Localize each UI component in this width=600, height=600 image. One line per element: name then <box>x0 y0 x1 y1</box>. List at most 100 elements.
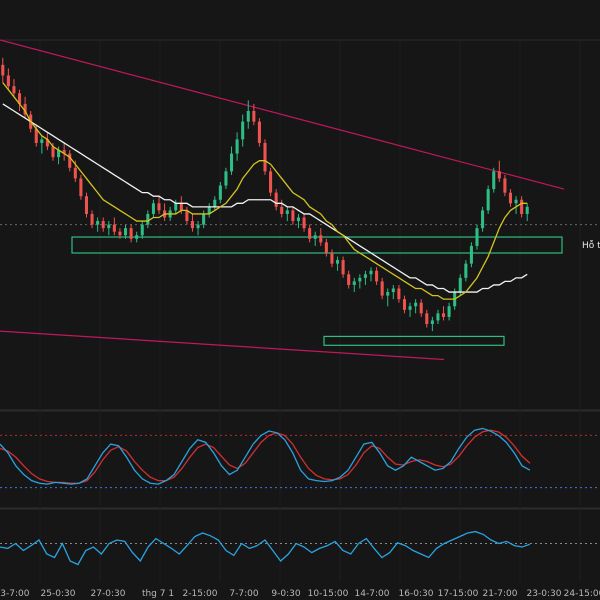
x-tick-label: 23-7:00 <box>0 589 30 599</box>
osc1-slow-line <box>0 429 531 484</box>
candle-body <box>481 210 485 229</box>
oscillator-panel-1[interactable] <box>0 427 600 489</box>
candle-body <box>129 228 133 239</box>
candle-body <box>252 111 256 122</box>
candle-body <box>34 128 38 143</box>
candle-body <box>520 199 524 214</box>
candle-body <box>51 146 55 158</box>
x-tick-label: 21-7:00 <box>483 589 518 599</box>
candle-body <box>419 302 423 314</box>
candle-body <box>196 224 200 229</box>
candle-body <box>347 274 351 285</box>
candle-body <box>330 253 334 264</box>
support-zone-1 <box>323 335 505 346</box>
candle-body <box>112 224 116 232</box>
candle-body <box>375 270 379 282</box>
candle-body <box>146 213 150 225</box>
candle-body <box>414 302 418 307</box>
candle-body <box>335 260 340 264</box>
ma-fast-line <box>2 82 528 300</box>
candle-body <box>285 210 289 214</box>
candle-body <box>269 171 273 193</box>
candle-body <box>302 217 306 229</box>
candle-body <box>17 93 22 104</box>
candle-body <box>12 86 16 94</box>
candle-body <box>263 142 267 172</box>
candle-body <box>118 231 122 236</box>
x-tick-label: 2-15:00 <box>183 589 218 599</box>
candle-body <box>241 121 245 140</box>
candle-body <box>213 199 217 207</box>
ma-slow-line <box>2 103 528 293</box>
candle-body <box>369 270 373 275</box>
candle-body <box>202 213 206 225</box>
osc1-fast-line <box>0 427 531 485</box>
support-zone-0 <box>71 236 563 254</box>
candle-body <box>486 189 490 211</box>
candle-body <box>408 306 412 310</box>
candle-body <box>151 203 155 214</box>
oscillator-panel-2[interactable] <box>0 530 600 566</box>
candle-body <box>508 192 513 204</box>
candle-body <box>291 210 295 222</box>
candle-body <box>497 171 501 179</box>
x-tick-label: 16-0:30 <box>399 589 434 599</box>
candle-body <box>84 196 89 214</box>
candle-body <box>107 224 111 229</box>
candle-body <box>319 235 323 243</box>
candle-body <box>1 64 5 76</box>
candle-body <box>430 320 434 324</box>
candle-body <box>23 103 27 115</box>
price-panel[interactable]: Hỗ tr <box>0 39 600 361</box>
x-tick-label: 17-15:00 <box>438 589 479 599</box>
candle-body <box>218 185 222 200</box>
candle-body <box>352 281 356 285</box>
candle-body <box>308 228 312 239</box>
candle-body <box>391 288 395 293</box>
candle-body <box>135 235 139 239</box>
trendline-0 <box>0 39 565 190</box>
candle-body <box>296 217 301 222</box>
candle-body <box>185 210 189 222</box>
candle-body <box>380 281 384 296</box>
candle-body <box>358 277 362 282</box>
candle-body <box>386 292 390 296</box>
candle-body <box>207 206 211 214</box>
candle-body <box>40 139 44 143</box>
candle-body <box>96 221 100 225</box>
candle-body <box>436 313 440 321</box>
candle-body <box>179 203 183 211</box>
candle-body <box>464 263 468 278</box>
candle-body <box>190 221 195 229</box>
candle-body <box>274 192 278 207</box>
candle-body <box>492 171 496 190</box>
x-tick-label: 14-7:00 <box>355 589 390 599</box>
trendline-1 <box>0 330 445 361</box>
candle-body <box>397 288 401 300</box>
x-tick-label: 9-0:30 <box>271 589 300 599</box>
candle-body <box>324 242 328 253</box>
x-tick-label: 24-15:00 <box>564 589 600 599</box>
x-tick-label: 27-0:30 <box>91 589 126 599</box>
candle-body <box>123 228 128 236</box>
x-tick-label: thg 7 1 <box>142 589 174 599</box>
candle-body <box>62 150 66 154</box>
candle-body <box>68 153 72 168</box>
x-tick-label: 7-7:00 <box>229 589 258 599</box>
grid-layer <box>0 39 600 582</box>
candle-body <box>246 111 250 122</box>
candle-body <box>313 235 317 239</box>
candle-body <box>341 260 345 275</box>
candle-body <box>101 221 105 229</box>
candle-body <box>425 313 429 324</box>
candle-body <box>280 206 284 214</box>
candle-body <box>447 306 451 317</box>
candle-body <box>45 139 49 147</box>
time-axis: 23-7:00 25-0:30 27-0:30 thg 7 1 2-15:00 7-7:0… <box>0 589 600 599</box>
candle-body <box>469 245 473 264</box>
candle-body <box>224 171 228 186</box>
candle-body <box>514 199 518 204</box>
candle-body <box>157 203 161 211</box>
